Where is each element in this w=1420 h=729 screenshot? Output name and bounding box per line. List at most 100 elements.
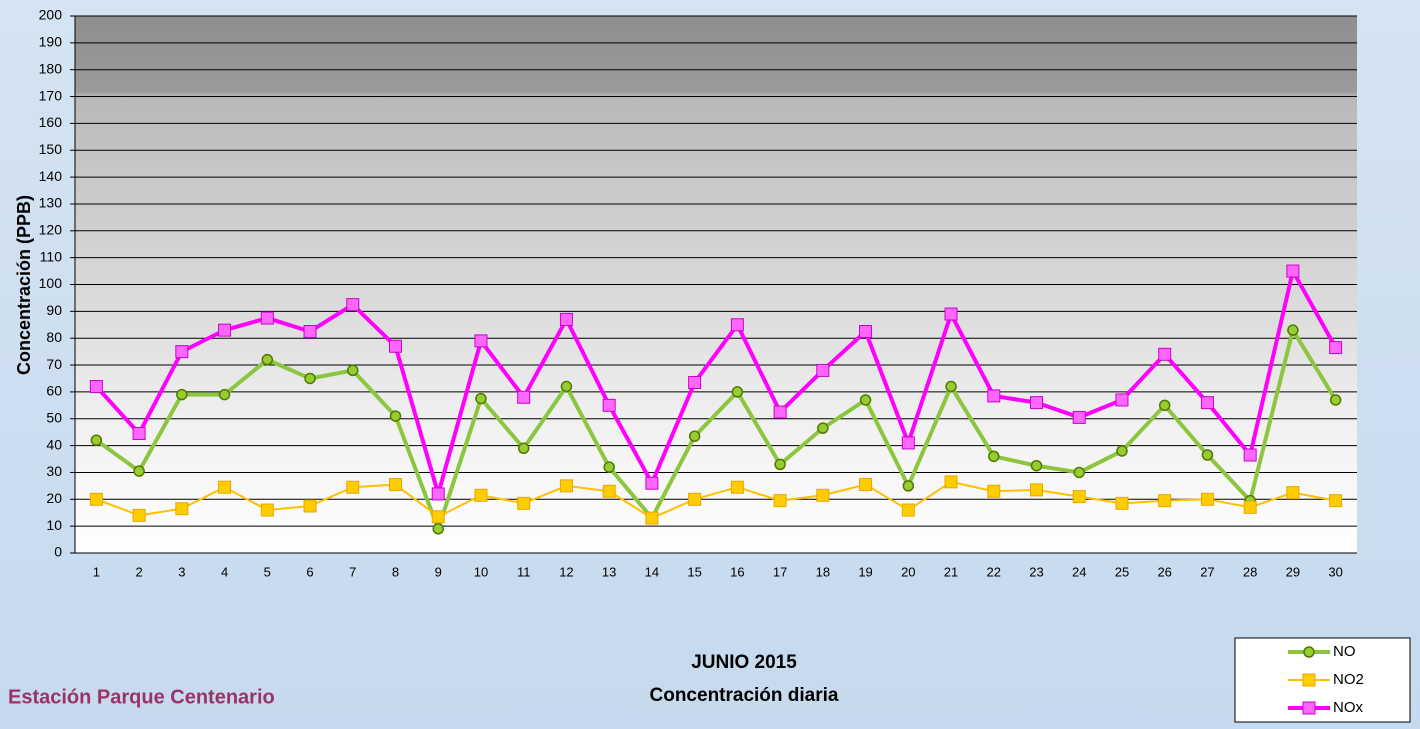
data-point (1244, 449, 1256, 461)
y-tick-label: 80 (46, 329, 62, 345)
data-point (1202, 450, 1212, 460)
data-point (689, 377, 701, 389)
x-tick-label: 7 (349, 564, 356, 579)
legend-label: NO (1333, 643, 1356, 660)
data-point (475, 335, 487, 347)
data-point (1288, 325, 1298, 335)
legend-marker (1303, 702, 1315, 714)
data-point (646, 512, 658, 524)
y-tick-label: 120 (39, 222, 63, 238)
data-point (90, 381, 102, 393)
data-point (861, 395, 871, 405)
y-tick-label: 160 (39, 114, 63, 130)
legend-label: NOx (1333, 699, 1364, 716)
data-point (432, 488, 444, 500)
x-tick-label: 26 (1157, 564, 1171, 579)
y-axis-label: Concentración (PPB) (14, 195, 34, 375)
legend-label: NO2 (1333, 671, 1364, 688)
x-tick-label: 25 (1115, 564, 1129, 579)
x-tick-label: 2 (135, 564, 142, 579)
data-point (1159, 348, 1171, 360)
data-point (1287, 265, 1299, 277)
x-tick-label: 1 (93, 564, 100, 579)
y-tick-label: 50 (46, 409, 62, 425)
x-tick-label: 17 (773, 564, 787, 579)
y-tick-label: 20 (46, 490, 62, 506)
x-tick-label: 28 (1243, 564, 1257, 579)
data-point (860, 325, 872, 337)
data-point (860, 479, 872, 491)
data-point (774, 495, 786, 507)
data-point (261, 312, 273, 324)
y-tick-label: 140 (39, 168, 63, 184)
x-tick-label: 3 (178, 564, 185, 579)
data-point (561, 382, 571, 392)
data-point (176, 346, 188, 358)
data-point (176, 503, 188, 515)
data-point (1244, 501, 1256, 513)
y-tick-label: 110 (40, 248, 63, 264)
data-point (348, 365, 358, 375)
data-point (133, 509, 145, 521)
x-tick-label: 14 (645, 564, 659, 579)
x-tick-label: 16 (730, 564, 744, 579)
x-tick-label: 4 (221, 564, 228, 579)
x-tick-label: 10 (474, 564, 488, 579)
x-tick-label: 12 (559, 564, 573, 579)
data-point (518, 497, 530, 509)
data-point (731, 319, 743, 331)
data-point (432, 511, 444, 523)
y-tick-label: 180 (39, 60, 63, 76)
data-point (1031, 397, 1043, 409)
data-point (1117, 446, 1127, 456)
data-point (261, 504, 273, 516)
x-tick-label: 13 (602, 564, 616, 579)
x-tick-label: 23 (1029, 564, 1043, 579)
data-point (560, 313, 572, 325)
data-point (519, 443, 529, 453)
x-tick-label: 20 (901, 564, 915, 579)
x-tick-label: 5 (264, 564, 271, 579)
data-point (1116, 497, 1128, 509)
data-point (603, 399, 615, 411)
y-tick-label: 70 (46, 356, 62, 372)
data-point (902, 504, 914, 516)
data-point (817, 364, 829, 376)
y-tick-label: 200 (39, 7, 63, 23)
data-point (646, 477, 658, 489)
data-point (1201, 397, 1213, 409)
data-point (774, 406, 786, 418)
data-point (1160, 400, 1170, 410)
x-tick-label: 9 (435, 564, 442, 579)
x-tick-label: 19 (858, 564, 872, 579)
data-point (475, 489, 487, 501)
data-point (988, 390, 1000, 402)
x-tick-label: 11 (517, 564, 531, 579)
x-tick-label: 21 (944, 564, 958, 579)
data-point (1330, 495, 1342, 507)
data-point (775, 459, 785, 469)
data-point (1031, 484, 1043, 496)
data-point (903, 481, 913, 491)
data-point (305, 373, 315, 383)
x-tick-label: 18 (816, 564, 830, 579)
data-point (133, 428, 145, 440)
data-point (1074, 467, 1084, 477)
data-point (1073, 411, 1085, 423)
data-point (347, 299, 359, 311)
data-point (989, 451, 999, 461)
x-tick-label: 8 (392, 564, 399, 579)
x-tick-label: 6 (306, 564, 313, 579)
data-point (90, 493, 102, 505)
data-point (945, 308, 957, 320)
data-point (1073, 491, 1085, 503)
chart-subtitle: Concentración diaria (650, 685, 839, 706)
data-point (347, 481, 359, 493)
data-point (945, 476, 957, 488)
data-point (603, 485, 615, 497)
data-point (1201, 493, 1213, 505)
legend-marker (1304, 647, 1314, 657)
data-point (262, 355, 272, 365)
x-tick-label: 27 (1200, 564, 1214, 579)
data-point (433, 524, 443, 534)
